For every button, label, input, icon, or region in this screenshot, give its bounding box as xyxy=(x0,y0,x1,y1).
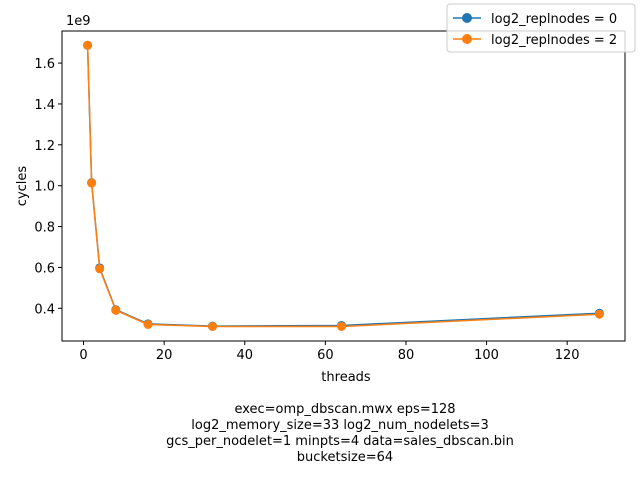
series-1 xyxy=(83,40,604,331)
x-tick-label-1: 20 xyxy=(156,348,173,363)
series-1-point-2 xyxy=(95,264,105,274)
legend-label-0: log2_replnodes = 0 xyxy=(491,12,617,27)
x-tick-label-5: 100 xyxy=(474,348,499,363)
caption-line-2: log2_memory_size=33 log2_num_nodelets=3 xyxy=(191,418,489,433)
series-1-point-7 xyxy=(594,309,604,319)
series-1-point-4 xyxy=(143,319,153,329)
y-offset-text: 1e9 xyxy=(66,14,91,29)
y-tick-label-1: 0.6 xyxy=(34,261,55,276)
caption-line-4: bucketsize=64 xyxy=(297,450,393,465)
y-tick-label-4: 1.2 xyxy=(34,139,55,154)
caption: exec=omp_dbscan.mwx eps=128 log2_memory_… xyxy=(166,402,514,465)
x-axis-label: threads xyxy=(321,370,371,385)
legend-marker-1 xyxy=(462,34,472,44)
series-1-point-1 xyxy=(87,178,97,188)
x-tick-label-6: 120 xyxy=(555,348,580,363)
x-tick-label-3: 60 xyxy=(317,348,334,363)
plot-frame xyxy=(61,30,626,342)
series-1-point-3 xyxy=(111,305,121,315)
y-tick-label-3: 1.0 xyxy=(34,180,55,195)
x-tick-label-2: 40 xyxy=(236,348,253,363)
x-tick-label-0: 0 xyxy=(79,348,87,363)
series-1-point-6 xyxy=(336,321,346,331)
y-axis-label: cycles xyxy=(15,166,30,207)
series-1-point-0 xyxy=(83,40,93,50)
legend-label-1: log2_replnodes = 2 xyxy=(491,33,617,48)
legend: log2_replnodes = 0 log2_replnodes = 2 xyxy=(446,3,636,53)
y-axis-ticks: 0.4 0.6 0.8 1.0 1.2 1.4 1.6 xyxy=(34,57,62,317)
y-tick-label-0: 0.4 xyxy=(34,302,55,317)
series-line-1 xyxy=(86,45,600,328)
series-1-point-5 xyxy=(208,321,218,331)
x-axis-ticks: 0 20 40 60 80 100 120 xyxy=(79,341,580,363)
series-layer xyxy=(83,40,604,331)
legend-marker-0 xyxy=(462,13,472,23)
plot-area xyxy=(62,31,625,341)
caption-line-1: exec=omp_dbscan.mwx eps=128 xyxy=(234,402,455,417)
y-tick-label-5: 1.4 xyxy=(34,98,55,113)
caption-line-3: gcs_per_nodelet=1 minpts=4 data=sales_db… xyxy=(166,434,514,449)
x-tick-label-4: 80 xyxy=(398,348,415,363)
y-tick-label-6: 1.6 xyxy=(34,57,55,72)
legend-box xyxy=(446,3,636,53)
y-tick-label-2: 0.8 xyxy=(34,221,55,236)
